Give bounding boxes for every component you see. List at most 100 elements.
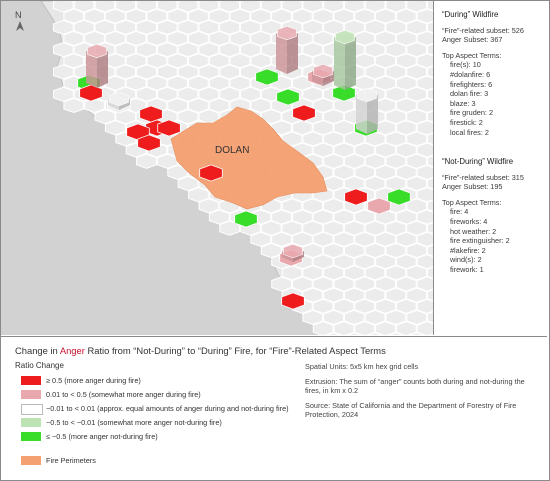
hex-cell <box>427 311 433 324</box>
hex-cell <box>312 142 334 158</box>
hex-cell <box>395 321 417 335</box>
hex-cell <box>395 231 417 247</box>
hex-cell <box>416 321 433 335</box>
hex-cell <box>344 265 365 281</box>
hex-cell <box>354 231 376 247</box>
hex-cell <box>364 287 386 303</box>
hex-cell <box>354 142 376 158</box>
hex-cell <box>395 30 417 47</box>
hex-cell <box>333 164 355 181</box>
fire-perimeter-dolan <box>170 106 328 210</box>
extrusion-prism <box>276 25 298 74</box>
hex-cell <box>375 276 396 292</box>
hex-cell <box>416 209 433 225</box>
hex-cell <box>208 30 230 47</box>
hex-cell <box>354 321 376 335</box>
hex-cell <box>260 1 282 13</box>
hex-cell <box>292 209 313 225</box>
hex-cell <box>281 198 303 214</box>
hex-cell <box>281 220 303 236</box>
hex-cell <box>302 309 324 326</box>
hex-cell <box>219 42 240 58</box>
hex-cell <box>94 1 116 13</box>
hex-cell <box>312 53 334 69</box>
hex-cell <box>271 8 292 24</box>
legend-label: −0.5 to < −0.01 (somewhat more anger not… <box>46 418 222 427</box>
hex-cell <box>385 309 407 326</box>
hex-cell <box>73 19 95 35</box>
hex-cell <box>375 142 396 158</box>
hex-cell <box>198 42 220 58</box>
hex-cell <box>125 53 147 69</box>
hex-cell <box>406 131 428 147</box>
prism-top <box>109 91 129 107</box>
legend-swatch <box>21 418 41 427</box>
hex-cell-colored <box>367 197 391 215</box>
hex-cell <box>229 30 251 47</box>
hex-cell <box>344 287 365 303</box>
hex-cell <box>136 19 157 35</box>
hex-cell <box>188 8 209 24</box>
hex-cell <box>427 88 433 101</box>
hex-cell <box>416 8 433 24</box>
prism-side <box>345 37 356 90</box>
during-term: dolan fire: 3 <box>450 89 489 99</box>
extrusion-prisms <box>86 25 378 262</box>
hex-cell <box>104 120 126 136</box>
hex-cell <box>375 30 396 47</box>
hex-cell <box>354 298 376 314</box>
hex-cell <box>333 231 355 247</box>
hex-cell <box>208 8 230 24</box>
hex-cell <box>364 1 386 13</box>
hex-cell <box>385 265 407 281</box>
hex-cell <box>104 75 126 91</box>
hex-cell <box>385 287 407 303</box>
hex-cell <box>406 287 428 303</box>
map-canvas: N DOLAN <box>1 1 433 335</box>
hex-cell <box>53 86 74 102</box>
hex-cell <box>385 242 407 259</box>
hex-cell <box>271 231 292 247</box>
hex-cell <box>364 64 386 80</box>
not-during-title: “Not-During” Wildfire <box>442 157 514 166</box>
prism-side <box>356 95 367 134</box>
hex-cell <box>427 110 433 123</box>
hex-cell <box>53 19 74 35</box>
hex-cell <box>427 289 433 302</box>
hex-cell <box>429 333 433 335</box>
during-title: “During” Wildfire <box>442 10 499 19</box>
hex-cell <box>333 142 355 158</box>
hex-cell <box>84 8 105 24</box>
hex-cell <box>136 1 157 13</box>
hex-cell <box>136 86 157 102</box>
hex-cell <box>271 276 292 292</box>
hex-cell <box>177 86 199 102</box>
hex-cell <box>333 276 355 292</box>
hex-cell <box>375 53 396 69</box>
legend-title-anger: Anger <box>59 345 85 356</box>
during-term: local fires: 2 <box>450 127 489 137</box>
extrusion-prism <box>356 87 378 134</box>
north-arrow-icon <box>16 21 24 31</box>
hex-cell <box>250 97 272 114</box>
hex-cell <box>136 64 157 80</box>
hex-cell <box>416 53 433 69</box>
hex-cell <box>333 8 355 24</box>
hex-cell <box>364 220 386 236</box>
extrusion-prism <box>282 243 304 262</box>
hex-cell <box>167 30 188 47</box>
hex-cell <box>281 1 303 13</box>
hex-cell <box>146 8 168 24</box>
hex-cell <box>346 332 363 335</box>
hex-cell <box>177 1 199 13</box>
hex-cell <box>395 209 417 225</box>
hex-cell <box>125 75 147 91</box>
prism-side <box>367 95 378 134</box>
hex-cell <box>364 153 386 169</box>
hex-cell <box>427 244 433 257</box>
hex-cell <box>375 8 396 24</box>
hex-cell <box>115 64 137 80</box>
hex-cell <box>250 53 272 69</box>
hex-cell <box>188 53 209 69</box>
hex-cell <box>395 254 417 270</box>
